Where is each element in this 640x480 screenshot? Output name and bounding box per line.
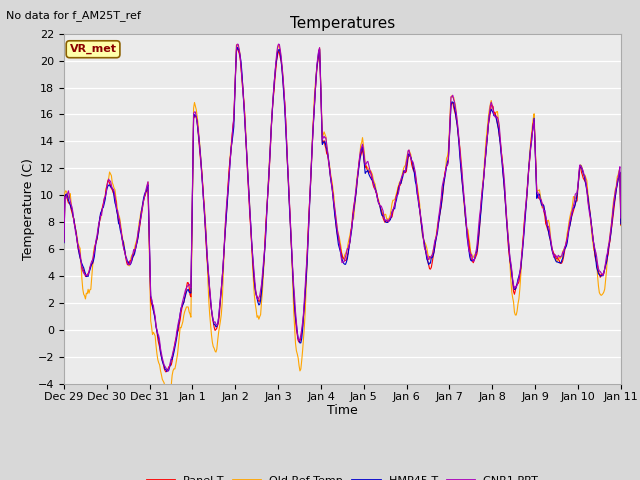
X-axis label: Time: Time [327,405,358,418]
Text: No data for f_AM25T_ref: No data for f_AM25T_ref [6,10,141,21]
Y-axis label: Temperature (C): Temperature (C) [22,158,35,260]
Legend: Panel T, Old Ref Temp, HMP45 T, CNR1 PRT: Panel T, Old Ref Temp, HMP45 T, CNR1 PRT [142,472,543,480]
Text: VR_met: VR_met [70,44,116,54]
Title: Temperatures: Temperatures [290,16,395,31]
